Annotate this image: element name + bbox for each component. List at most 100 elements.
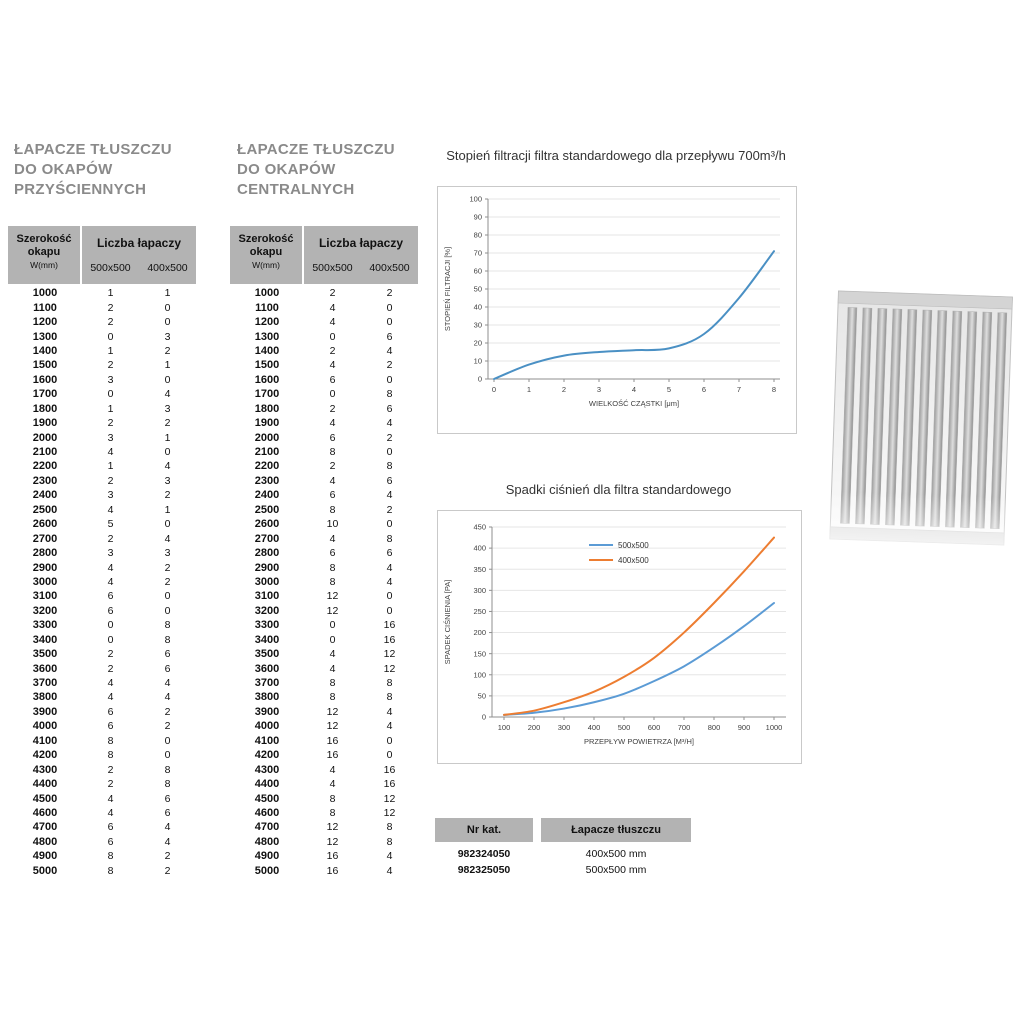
- svg-text:100: 100: [469, 195, 482, 204]
- cell-count-400x500: 1: [164, 431, 171, 444]
- table-row: 2200 2 8: [230, 459, 418, 473]
- cell-hood-width: 3000: [32, 575, 58, 588]
- cell-count-400x500: 0: [386, 604, 393, 617]
- cell-count-400x500: 6: [386, 330, 393, 343]
- table-row: 4500 4 6: [8, 791, 196, 805]
- cell-hood-width: 2200: [32, 460, 58, 473]
- cell-count-400x500: 8: [164, 778, 171, 791]
- cell-hood-width: 1000: [32, 287, 58, 300]
- cell-count-400x500: 12: [383, 662, 396, 675]
- cell-hood-width: 5000: [254, 864, 280, 877]
- cell-count-500x500: 2: [329, 287, 336, 300]
- catalog-row: 982325050 500x500 mm: [435, 862, 691, 878]
- table-row: 1700 0 4: [8, 387, 196, 401]
- count-group-header: Liczba łapaczy 500x500 400x500: [82, 226, 196, 284]
- cell-count-400x500: 2: [386, 359, 393, 372]
- cell-count-400x500: 2: [164, 489, 171, 502]
- cell-count-500x500: 0: [107, 388, 114, 401]
- cell-hood-width: 2100: [32, 446, 58, 459]
- cell-count-400x500: 8: [164, 619, 171, 632]
- grease-filter-image: [821, 284, 1019, 564]
- cell-count-500x500: 3: [107, 547, 114, 560]
- table-row: 2800 3 3: [8, 546, 196, 560]
- svg-text:450: 450: [473, 523, 486, 532]
- table-row: 2200 1 4: [8, 459, 196, 473]
- cell-count-400x500: 0: [164, 373, 171, 386]
- cell-count-400x500: 2: [164, 561, 171, 574]
- cell-hood-width: 1100: [33, 301, 57, 314]
- cell-count-500x500: 2: [107, 648, 114, 661]
- table-row: 2000 6 2: [230, 430, 418, 444]
- table-row: 4200 16 0: [230, 748, 418, 762]
- table-row: 2900 4 2: [8, 560, 196, 574]
- width-header-unit: W(mm): [30, 260, 58, 270]
- cell-count-500x500: 2: [107, 763, 114, 776]
- cell-count-400x500: 4: [386, 489, 393, 502]
- count-columns: 500x500 400x500: [82, 256, 196, 284]
- cell-hood-width: 4400: [32, 778, 58, 791]
- table-row: 4400 4 16: [230, 777, 418, 791]
- cell-count-400x500: 3: [164, 474, 171, 487]
- table-row: 4000 6 2: [8, 719, 196, 733]
- svg-text:7: 7: [737, 385, 741, 394]
- cell-count-500x500: 1: [107, 287, 114, 300]
- cell-hood-width: 4100: [32, 734, 58, 747]
- svg-text:80: 80: [474, 231, 482, 240]
- svg-text:100: 100: [498, 723, 511, 732]
- cell-count-500x500: 5: [107, 518, 114, 531]
- catalog-table-body: 982324050 400x500 mm 982325050 500x500 mm: [435, 846, 691, 878]
- width-header-unit: W(mm): [252, 260, 280, 270]
- cell-count-400x500: 16: [383, 763, 396, 776]
- cell-hood-width: 1100: [255, 301, 279, 314]
- cell-count-500x500: 12: [326, 705, 339, 718]
- cell-count-400x500: 2: [164, 864, 171, 877]
- central-table-title: ŁAPACZE TŁUSZCZU DO OKAPÓW CENTRALNYCH: [237, 140, 447, 200]
- cell-hood-width: 3800: [254, 691, 280, 704]
- svg-text:250: 250: [473, 607, 486, 616]
- cell-hood-width: 1200: [32, 316, 58, 329]
- table-row: 3900 12 4: [230, 705, 418, 719]
- cell-hood-width: 3600: [254, 662, 280, 675]
- cell-count-500x500: 3: [107, 373, 114, 386]
- cell-hood-width: 2000: [32, 431, 58, 444]
- cell-count-500x500: 4: [107, 575, 114, 588]
- cell-count-400x500: 6: [164, 792, 171, 805]
- cell-hood-width: 1900: [32, 417, 58, 430]
- cell-count-500x500: 4: [107, 806, 114, 819]
- cell-count-500x500: 8: [107, 734, 114, 747]
- width-header-label: Szerokość okapu: [16, 233, 72, 258]
- cell-count-500x500: 4: [107, 792, 114, 805]
- catalog-table-header: Nr kat. Łapacze tłuszczu: [435, 818, 691, 842]
- svg-text:4: 4: [632, 385, 636, 394]
- cell-count-500x500: 8: [329, 792, 336, 805]
- cell-count-500x500: 3: [107, 489, 114, 502]
- cell-count-500x500: 4: [329, 301, 336, 314]
- cell-count-400x500: 4: [386, 850, 393, 863]
- width-header: Szerokość okapu W(mm): [8, 226, 80, 284]
- cell-hood-width: 1600: [254, 373, 280, 386]
- cell-hood-width: 3000: [254, 575, 280, 588]
- svg-text:3: 3: [597, 385, 601, 394]
- cell-hood-width: 3400: [32, 633, 58, 646]
- title-line: DO OKAPÓW: [237, 161, 336, 178]
- cell-hood-width: 4400: [254, 778, 280, 791]
- table-row: 2000 3 1: [8, 430, 196, 444]
- width-header: Szerokość okapu W(mm): [230, 226, 302, 284]
- cell-count-500x500: 4: [107, 503, 114, 516]
- cell-hood-width: 1300: [32, 330, 58, 343]
- svg-text:50: 50: [474, 285, 482, 294]
- table-row: 1400 2 4: [230, 344, 418, 358]
- table-row: 4300 4 16: [230, 762, 418, 776]
- cell-count-500x500: 8: [329, 691, 336, 704]
- table-row: 3200 6 0: [8, 604, 196, 618]
- cell-hood-width: 3900: [32, 705, 58, 718]
- cell-count-500x500: 2: [107, 532, 114, 545]
- table-row: 1500 4 2: [230, 358, 418, 372]
- pressure-chart-title: Spadki ciśnień dla filtra standardowego: [505, 482, 732, 497]
- cell-count-400x500: 4: [164, 821, 171, 834]
- svg-text:800: 800: [708, 723, 721, 732]
- cell-count-500x500: 2: [329, 460, 336, 473]
- cell-count-500x500: 8: [329, 575, 336, 588]
- cell-count-400x500: 0: [164, 749, 171, 762]
- table-row: 3300 0 16: [230, 618, 418, 632]
